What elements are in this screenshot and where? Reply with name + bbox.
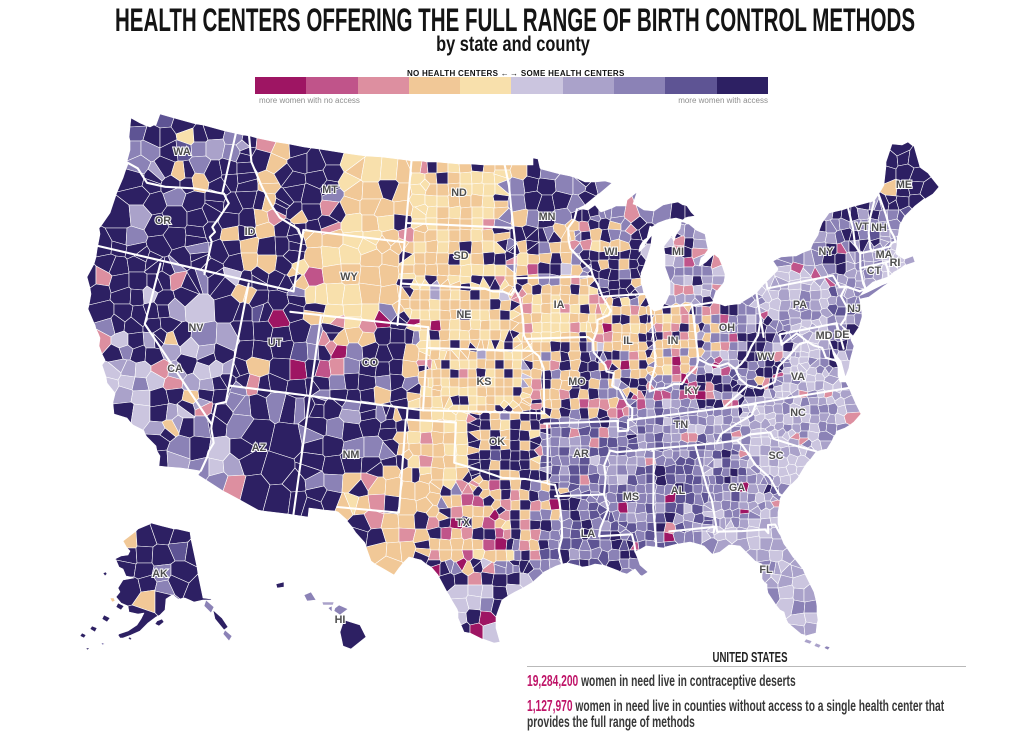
svg-text:MN: MN: [539, 211, 556, 223]
svg-text:OH: OH: [719, 322, 735, 334]
svg-text:MT: MT: [322, 184, 338, 196]
svg-text:AR: AR: [573, 448, 589, 460]
svg-text:OR: OR: [155, 215, 171, 227]
svg-text:IN: IN: [668, 335, 679, 347]
svg-text:MO: MO: [568, 376, 585, 388]
svg-text:FL: FL: [759, 564, 773, 576]
svg-text:GA: GA: [729, 482, 745, 494]
svg-text:WA: WA: [173, 146, 191, 158]
svg-text:RI: RI: [890, 257, 901, 269]
svg-text:KY: KY: [685, 385, 701, 397]
svg-text:AK: AK: [152, 568, 168, 580]
svg-text:AZ: AZ: [252, 442, 267, 454]
svg-text:DE: DE: [835, 329, 850, 341]
svg-text:UT: UT: [268, 337, 283, 349]
svg-text:ID: ID: [245, 226, 256, 238]
svg-text:SC: SC: [769, 450, 784, 462]
svg-text:WI: WI: [604, 246, 617, 258]
svg-text:WV: WV: [757, 351, 775, 363]
svg-text:PA: PA: [793, 299, 807, 311]
svg-text:KS: KS: [477, 376, 492, 388]
svg-text:ME: ME: [896, 179, 912, 191]
svg-text:TN: TN: [674, 419, 689, 431]
svg-text:TX: TX: [456, 517, 471, 529]
svg-text:CA: CA: [167, 363, 183, 375]
svg-text:OK: OK: [489, 436, 505, 448]
svg-text:WY: WY: [340, 271, 358, 283]
svg-text:ND: ND: [451, 187, 467, 199]
svg-text:AL: AL: [671, 485, 686, 497]
svg-text:LA: LA: [581, 528, 596, 540]
svg-text:NE: NE: [457, 309, 472, 321]
svg-text:CT: CT: [867, 265, 882, 277]
svg-text:CO: CO: [362, 357, 378, 369]
svg-text:VA: VA: [791, 371, 805, 383]
svg-text:IL: IL: [623, 335, 633, 347]
svg-text:NH: NH: [871, 222, 887, 234]
svg-text:SD: SD: [454, 250, 469, 262]
svg-text:NY: NY: [819, 246, 835, 258]
svg-text:NM: NM: [343, 449, 360, 461]
svg-text:VT: VT: [855, 221, 869, 233]
svg-text:NV: NV: [189, 322, 205, 334]
svg-text:IA: IA: [554, 299, 565, 311]
svg-text:NC: NC: [790, 407, 806, 419]
svg-text:MA: MA: [876, 249, 893, 261]
svg-text:NJ: NJ: [847, 303, 861, 315]
svg-text:MI: MI: [672, 246, 684, 258]
svg-text:HI: HI: [335, 614, 346, 626]
svg-text:MD: MD: [816, 330, 833, 342]
svg-text:MS: MS: [623, 491, 639, 503]
